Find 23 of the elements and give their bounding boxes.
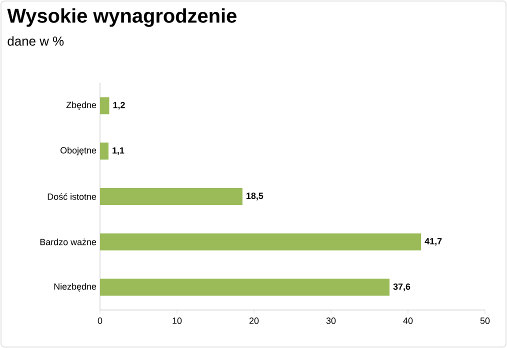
y-tick-label: Dość istotne (48, 193, 96, 200)
chart-subtitle: dane w % (8, 36, 64, 46)
x-tick-label: 30 (326, 318, 336, 324)
x-tick-label: 0 (98, 318, 102, 324)
y-tick-label: Zbędne (66, 102, 96, 110)
x-tick-label: 10 (172, 318, 182, 324)
data-label: 1,2 (113, 102, 125, 110)
bar (100, 233, 422, 250)
bar (100, 97, 110, 114)
data-label: 41,7 (424, 238, 442, 246)
x-tick-label: 40 (403, 318, 413, 324)
x-tick-label: 50 (480, 318, 490, 324)
x-tick-label: 20 (249, 318, 259, 324)
bar (100, 142, 108, 160)
chart-title: Wysokie wynagrodzenie (7, 8, 236, 27)
bar (100, 188, 242, 206)
data-label: 18,5 (246, 192, 264, 200)
bar (100, 278, 390, 296)
data-label: 1,1 (112, 147, 124, 155)
y-tick-label: Obojętne (60, 146, 96, 156)
data-label: 37,6 (393, 283, 410, 292)
y-tick-label: Niezbędne (54, 283, 96, 292)
y-tick-label: Bardzo ważne (40, 238, 96, 246)
